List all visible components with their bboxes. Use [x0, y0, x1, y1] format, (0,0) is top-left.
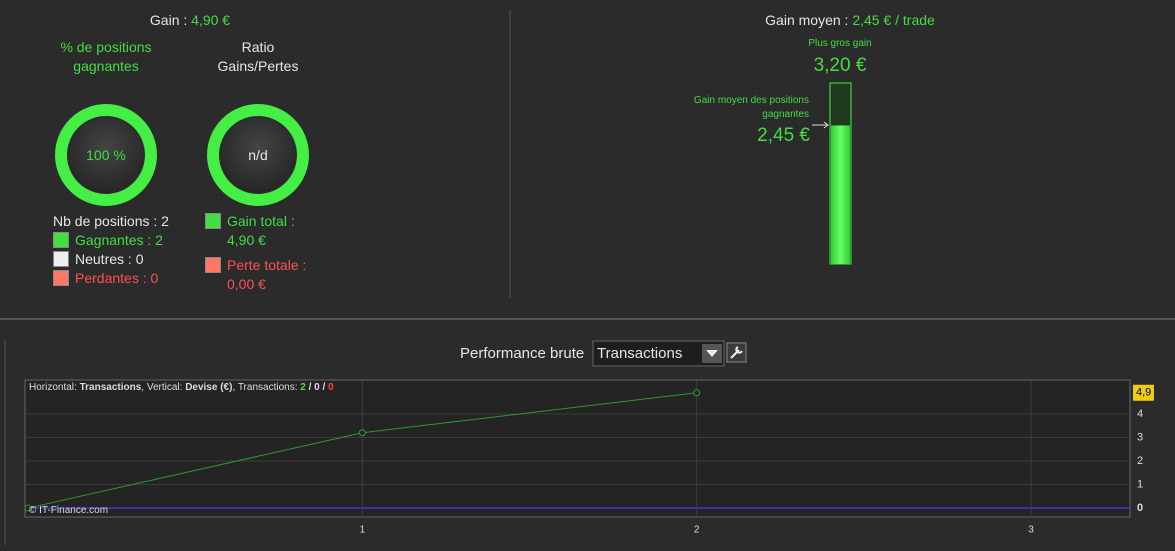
- gain-label: Gain :: [149, 12, 188, 28]
- positions: Nb de positions : 2: [53, 213, 169, 229]
- gain-total: 4,90 €: [227, 232, 266, 248]
- donut-ring: [207, 104, 309, 206]
- avg-title: Gain moyen des positions gagnantes: [693, 95, 809, 120]
- legend-label: Perdantes : 0: [75, 270, 159, 286]
- wrench-icon: [730, 346, 743, 359]
- gain-total-label: Gain total :: [227, 213, 295, 229]
- info-text: Horizontal:: [29, 382, 80, 393]
- info-text: , Transactions:: [232, 382, 301, 393]
- gain-line: Gain : 4,90 €: [0, 12, 380, 28]
- donut-center: [220, 117, 296, 193]
- y-tick-label: 4: [1137, 408, 1143, 420]
- legend-swatch: [53, 270, 69, 286]
- dropdown-arrow-icon: [706, 350, 718, 357]
- gain-value: 4,90 €: [191, 12, 231, 28]
- gain-swatch: [205, 213, 221, 229]
- info-text: , Vertical:: [141, 382, 186, 393]
- loss-swatch: [205, 257, 221, 273]
- legend-label: Neutres : 0: [75, 251, 144, 267]
- win-title: % de positions gagnantes: [60, 39, 152, 74]
- loss-total-label: Perte totale :: [227, 257, 307, 273]
- legend-swatch: [53, 232, 69, 248]
- info-text: 0: [328, 382, 334, 393]
- ratio-title: Ratio Gains/Pertes: [217, 39, 299, 74]
- average-value: 2,45 € / trade: [852, 12, 935, 28]
- x-tick-label: 3: [1028, 525, 1034, 536]
- donut-ring: [55, 104, 157, 206]
- gauge-bar: [831, 125, 850, 264]
- point: [693, 389, 701, 397]
- avg-value: 2,45 €: [757, 125, 810, 146]
- x-tick-label: 2: [694, 525, 700, 536]
- info-text: /: [305, 382, 315, 393]
- legend-swatch: [53, 251, 69, 267]
- ratio-value: n/d: [248, 147, 268, 163]
- max-title: Plus gros gain: [808, 38, 872, 49]
- legend-label: Gagnantes : 2: [75, 232, 163, 248]
- credit: © IT-Finance.com: [29, 505, 109, 516]
- x-tick-label: 1: [360, 525, 366, 536]
- info-text: Devise (€): [185, 382, 233, 393]
- y-tick-label: 1: [1137, 478, 1143, 490]
- dropdown-value[interactable]: Transactions: [597, 345, 683, 362]
- info-text: 0: [314, 382, 320, 393]
- info-text: 2: [300, 382, 306, 393]
- point: [24, 504, 32, 512]
- info-text: /: [319, 382, 329, 393]
- donut-center: [68, 117, 144, 193]
- average-line: Gain moyen : 2,45 € / trade: [700, 12, 1000, 28]
- y-tick-label: 0: [1137, 502, 1143, 514]
- info-text: Transactions: [79, 382, 142, 393]
- toolbar-title: Performance brute: [460, 345, 585, 362]
- average-label: Gain moyen :: [765, 12, 849, 28]
- last-value-box: [1133, 384, 1154, 401]
- loss-total: 0,00 €: [227, 276, 266, 292]
- last-value-label: 4,9: [1136, 387, 1151, 399]
- chart-info: Horizontal: Transactions, Vertical: Devi…: [29, 382, 334, 393]
- win-value: 100 %: [86, 147, 126, 163]
- arrow: [823, 121, 829, 129]
- plot-frame: [24, 379, 1131, 518]
- y-tick-label: 3: [1137, 431, 1143, 443]
- y-tick-label: 2: [1137, 455, 1143, 467]
- point: [358, 429, 366, 437]
- max-value: 3,20 €: [813, 55, 867, 76]
